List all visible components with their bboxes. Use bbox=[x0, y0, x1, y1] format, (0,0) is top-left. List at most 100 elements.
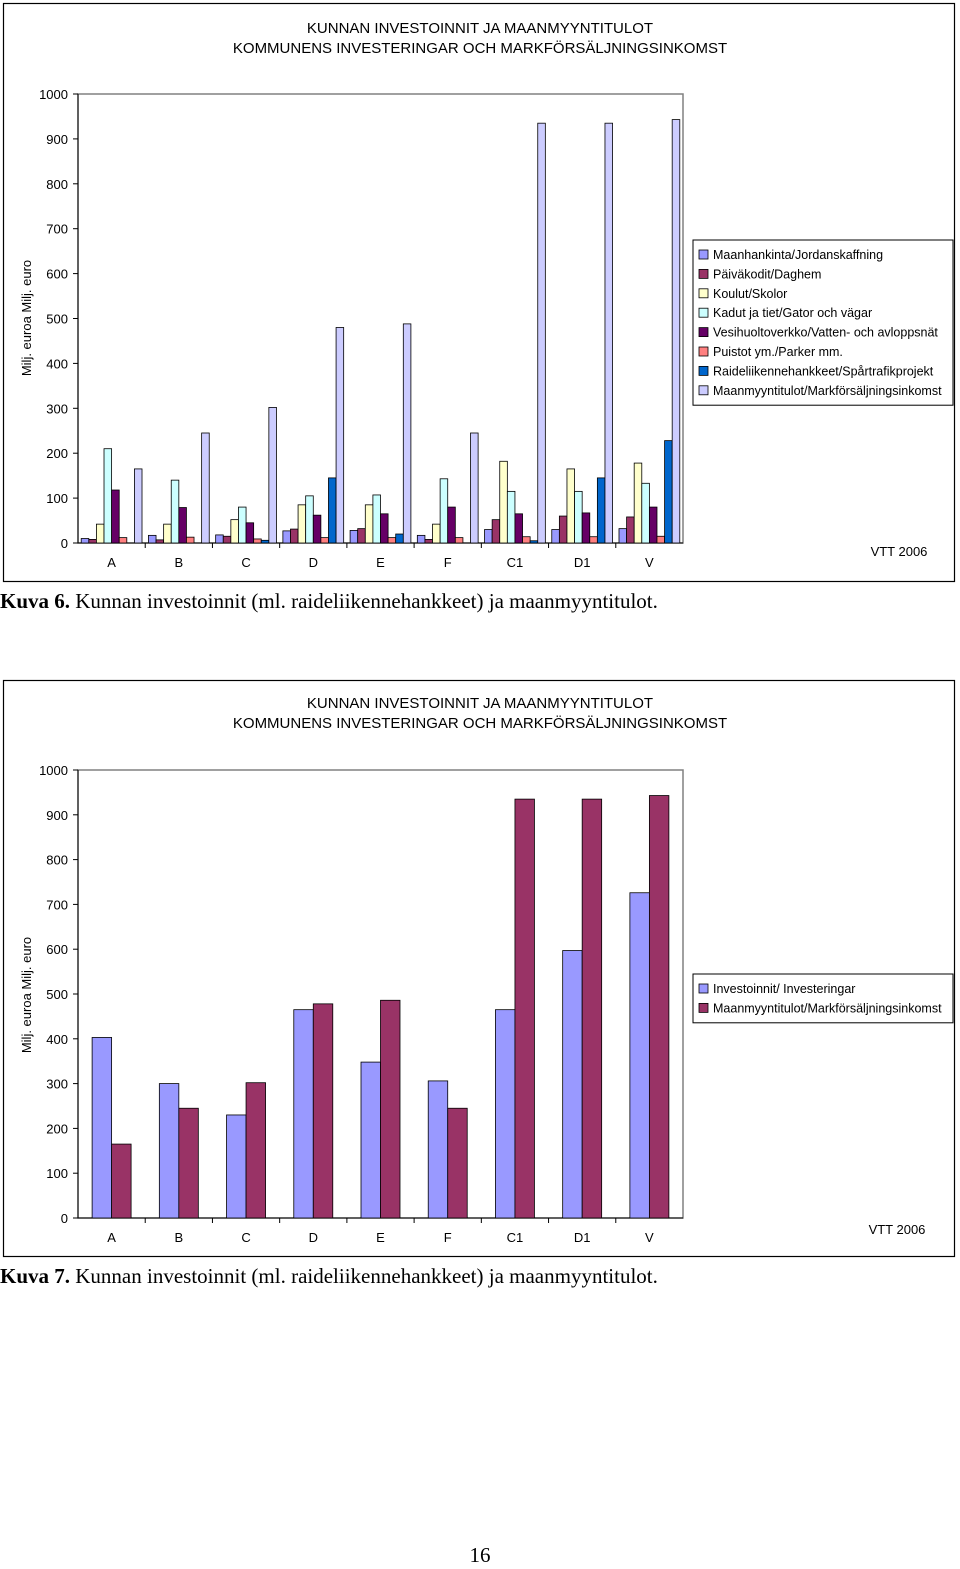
x-tick-label: A bbox=[107, 555, 116, 570]
bar-c-series-2 bbox=[222, 535, 232, 544]
x-tick-label: E bbox=[376, 555, 385, 570]
bar-c1-series-8 bbox=[537, 122, 546, 544]
y-tick-label: 400 bbox=[46, 1032, 68, 1047]
x-tick-label: D bbox=[309, 1230, 318, 1245]
legend-box bbox=[692, 973, 954, 1024]
bar-c1-series-2 bbox=[491, 519, 501, 544]
chart-figure-1: KUNNAN INVESTOINNIT JA MAANMYYNTITULOT KO… bbox=[0, 0, 958, 585]
legend-box bbox=[692, 239, 954, 406]
y-tick-label: 200 bbox=[46, 1121, 68, 1136]
bar-c1-series-5 bbox=[514, 513, 523, 544]
bar-c-series-7 bbox=[260, 539, 270, 544]
bar-v-series-1 bbox=[629, 892, 650, 1219]
bar-d1-series-6 bbox=[589, 536, 598, 544]
bar-e-series-8 bbox=[402, 323, 412, 544]
legend-swatch-2 bbox=[698, 268, 709, 279]
chart-subtitle: KOMMUNENS INVESTERINGAR OCH MARKFÖRSÄLJN… bbox=[233, 39, 727, 57]
legend-label-1: Maanhankinta/Jordanskaffning bbox=[713, 248, 883, 262]
y-tick-label: 1000 bbox=[39, 763, 68, 778]
legend-swatch-1 bbox=[698, 983, 709, 994]
bar-e-series-2 bbox=[380, 999, 401, 1219]
bar-d1-series-2 bbox=[558, 515, 568, 544]
bar-b-series-1 bbox=[158, 1083, 180, 1219]
bar-d1-series-7 bbox=[596, 477, 606, 544]
x-tick-label: D1 bbox=[574, 1230, 591, 1245]
bar-d-series-1 bbox=[282, 530, 291, 544]
x-tick-label: C bbox=[241, 555, 250, 570]
y-tick-label: 900 bbox=[46, 808, 68, 823]
bar-d1-series-8 bbox=[604, 122, 613, 544]
bar-a-series-5 bbox=[111, 489, 120, 544]
legend-swatch-2 bbox=[698, 1002, 709, 1013]
bar-b-series-1 bbox=[148, 534, 157, 544]
bar-c-series-8 bbox=[268, 407, 277, 544]
bar-d-series-1 bbox=[293, 1009, 314, 1219]
bar-d-series-5 bbox=[312, 514, 322, 544]
bar-c1-series-1 bbox=[484, 529, 493, 544]
bar-e-series-3 bbox=[364, 504, 374, 544]
x-tick-label: C1 bbox=[507, 555, 524, 570]
legend-label-5: Vesihuoltoverkko/Vatten- och avloppsnät bbox=[713, 326, 938, 340]
y-tick-label: 600 bbox=[46, 267, 68, 282]
y-tick-label: 100 bbox=[46, 491, 68, 506]
bar-d1-series-1 bbox=[562, 950, 583, 1219]
y-tick-label: 0 bbox=[61, 1211, 68, 1226]
bar-v-series-3 bbox=[633, 462, 643, 544]
chart-2: KUNNAN INVESTOINNIT JA MAANMYYNTITULOT KO… bbox=[2, 679, 956, 1258]
bar-c-series-3 bbox=[230, 519, 239, 544]
legend-swatch-6 bbox=[698, 346, 709, 357]
bar-v-series-2 bbox=[626, 516, 635, 544]
y-tick-label: 400 bbox=[46, 356, 68, 371]
source-note: VTT 2006 bbox=[871, 544, 928, 559]
bar-d-series-4 bbox=[305, 495, 314, 544]
bar-c-series-4 bbox=[238, 506, 247, 544]
bar-b-series-4 bbox=[170, 479, 180, 544]
bar-c-series-5 bbox=[245, 522, 255, 544]
legend-label-8: Maanmyyntitulot/Markförsäljningsinkomst bbox=[713, 384, 942, 398]
y-axis-label: Milj. euroa Milj. euro bbox=[19, 260, 34, 376]
bar-v-series-7 bbox=[664, 440, 673, 544]
bar-c1-series-1 bbox=[495, 1009, 516, 1219]
source-note: VTT 2006 bbox=[869, 1222, 926, 1237]
legend-label-6: Puistot ym./Parker mm. bbox=[713, 345, 843, 359]
bar-d1-series-3 bbox=[566, 468, 575, 544]
figure-caption-2: Kuva 7. Kunnan investoinnit (ml. raideli… bbox=[0, 1264, 658, 1289]
bar-a-series-1 bbox=[80, 538, 90, 544]
chart-title: KUNNAN INVESTOINNIT JA MAANMYYNTITULOT bbox=[307, 20, 653, 37]
y-tick-label: 500 bbox=[46, 312, 68, 327]
chart-title: KUNNAN INVESTOINNIT JA MAANMYYNTITULOT bbox=[307, 695, 653, 712]
legend-label-4: Kadut ja tiet/Gator och vägar bbox=[713, 306, 872, 320]
bar-f-series-6 bbox=[454, 537, 464, 544]
x-tick-label: V bbox=[645, 1230, 654, 1245]
legend-swatch-1 bbox=[698, 249, 709, 260]
bar-d-series-6 bbox=[320, 537, 329, 544]
legend-label-2: Päiväkodit/Daghem bbox=[713, 267, 821, 281]
bar-v-series-2 bbox=[648, 795, 670, 1219]
bar-d-series-2 bbox=[312, 1003, 334, 1219]
figure-caption-text-1: Kunnan investoinnit (ml. raideliikenneha… bbox=[70, 589, 658, 613]
legend-label-2: Maanmyyntitulot/Markförsäljningsinkomst bbox=[713, 1001, 942, 1015]
bar-v-series-4 bbox=[641, 482, 650, 544]
bar-c-series-1 bbox=[226, 1114, 247, 1219]
bar-f-series-5 bbox=[447, 506, 456, 544]
bar-d1-series-5 bbox=[581, 512, 591, 544]
x-tick-label: C1 bbox=[507, 1230, 524, 1245]
x-tick-label: F bbox=[444, 1230, 452, 1245]
figure-caption-label-2: Kuva 7. bbox=[0, 1264, 71, 1288]
y-tick-label: 600 bbox=[46, 942, 68, 957]
bar-d1-series-4 bbox=[574, 490, 583, 544]
x-tick-label: C bbox=[241, 1230, 250, 1245]
legend-label-3: Koulut/Skolor bbox=[713, 287, 787, 301]
figure-caption-text-2: Kunnan investoinnit (ml. raideliikenneha… bbox=[70, 1264, 658, 1288]
bar-f-series-2 bbox=[424, 539, 433, 544]
bar-v-series-5 bbox=[648, 506, 658, 544]
bar-f-series-1 bbox=[427, 1080, 449, 1219]
y-axis-label: Milj. euroa Milj. euro bbox=[19, 937, 34, 1053]
bar-v-series-6 bbox=[656, 535, 665, 544]
x-tick-label: B bbox=[174, 1230, 183, 1245]
x-tick-label: A bbox=[107, 1230, 116, 1245]
legend-swatch-7 bbox=[698, 365, 709, 376]
bar-c1-series-4 bbox=[506, 490, 516, 544]
y-tick-label: 100 bbox=[46, 1166, 68, 1181]
x-tick-label: F bbox=[444, 555, 452, 570]
